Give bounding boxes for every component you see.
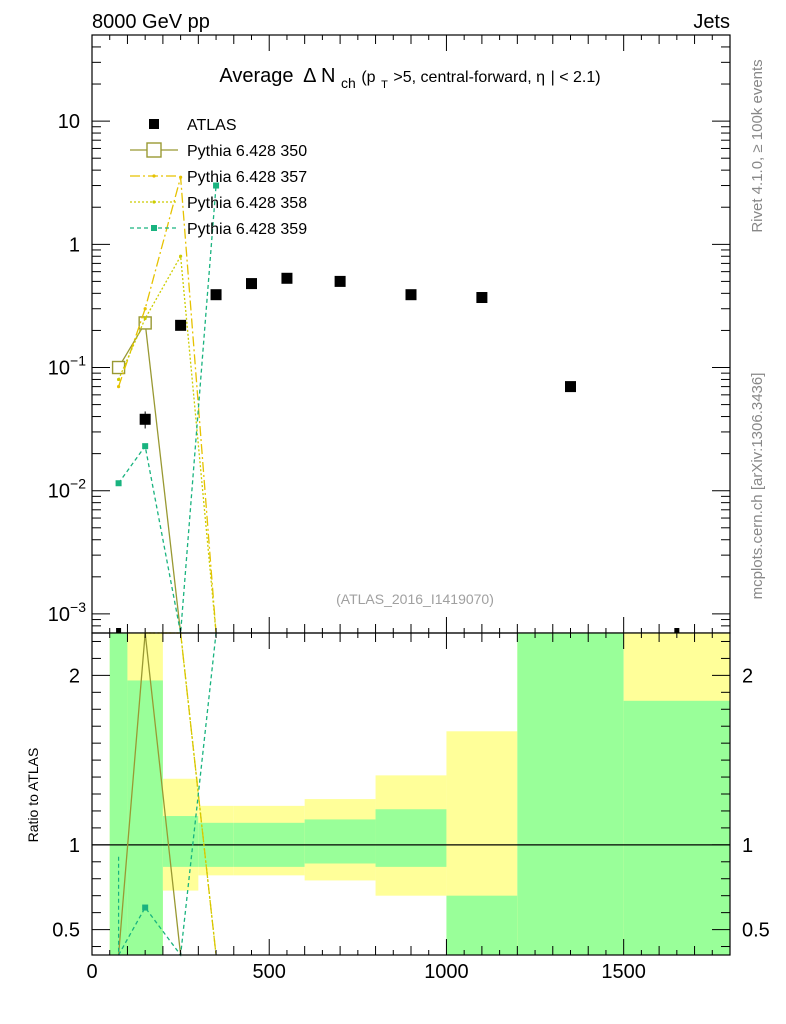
ratio-marker-359 <box>142 904 149 911</box>
series-line-3 <box>118 185 217 634</box>
legend-label-4: Pythia 6.428 359 <box>187 221 307 238</box>
series-marker-1 <box>143 307 147 311</box>
header-left: 8000 GeV pp <box>92 11 210 33</box>
ratio-band-green-1 <box>127 680 163 955</box>
atlas-point <box>565 381 576 393</box>
ratio-y-tick-label-left-0: 0.5 <box>52 920 80 942</box>
ratio-y-tick-label-left-1: 1 <box>69 835 80 857</box>
title-sub-T: T <box>381 79 388 91</box>
legend-marker-2 <box>152 174 156 178</box>
series-line-0 <box>118 320 182 634</box>
x-tick-label-3: 1500 <box>601 961 646 983</box>
series-marker-1 <box>179 175 183 179</box>
legend-marker-350 <box>146 142 162 158</box>
series-359-marker <box>142 443 149 450</box>
ratio-plot-content <box>92 632 730 957</box>
y-tick-label-4: 10 <box>58 111 80 133</box>
legend-label-0: ATLAS <box>187 117 237 134</box>
series-marker-2 <box>179 254 183 258</box>
ratio-band-green-8 <box>517 633 624 955</box>
series-marker-1 <box>116 384 121 389</box>
atlas-point <box>116 628 122 633</box>
ratio-band-green-9 <box>623 700 730 955</box>
y-tick-label-1: 10−2 <box>48 476 86 503</box>
header-right: Jets <box>693 11 730 33</box>
series-marker-2 <box>116 377 121 382</box>
series-350-marker <box>111 360 126 375</box>
atlas-point <box>476 292 488 304</box>
series-marker-2 <box>143 316 147 321</box>
series-line-1 <box>117 177 217 634</box>
rivet-label: Rivet 4.1.0, ≥ 100k events <box>749 59 766 232</box>
atlas-point <box>210 289 222 301</box>
ratio-band-green-2 <box>162 816 199 867</box>
title-rest: >5, central-forward, <box>393 69 536 86</box>
ratio-ylabel: Ratio to ATLAS <box>25 748 41 843</box>
y-tick-label-0: 10−3 <box>48 599 86 626</box>
main-ticks: 10−3 10−2 10−1 1 10 <box>48 34 731 634</box>
series-359-marker <box>115 480 122 487</box>
title-tail: | < 2.1) <box>551 69 601 86</box>
atlas-point <box>139 413 151 425</box>
ratio-ticks: 0.5 0.5 1 1 2 2 <box>52 633 770 955</box>
atlas-point <box>175 319 187 331</box>
series-359-marker <box>213 182 220 189</box>
ratio-band-green-6 <box>375 809 447 867</box>
title-eta: η <box>536 69 545 86</box>
ratio-band-green-7 <box>446 895 518 955</box>
ratio-y-tick-label-left-2: 2 <box>69 665 80 687</box>
x-tick-label-2: 1000 <box>424 961 469 983</box>
title-sub-ch: ch <box>341 75 356 91</box>
mcplots-label: mcplots.cern.ch [arXiv:1306.3436] <box>749 373 766 600</box>
main-panel: 10−3 10−2 10−1 1 10 <box>48 34 731 634</box>
atlas-point <box>246 278 257 290</box>
atlas-point <box>281 272 293 284</box>
x-tick-label-1: 500 <box>253 961 286 983</box>
y-tick-label-2: 10−1 <box>48 353 86 380</box>
title-paren: (p <box>361 69 375 86</box>
legend-marker-359 <box>151 225 157 231</box>
y-tick-label-3: 1 <box>69 234 80 256</box>
legend-marker-3 <box>152 200 156 204</box>
legend-label-3: Pythia 6.428 358 <box>187 195 307 212</box>
main-plot-content <box>111 175 680 634</box>
ratio-y-tick-label-right-1: 1 <box>742 835 753 857</box>
ratio-band-green-0 <box>109 633 128 955</box>
x-tick-label-0: 0 <box>86 961 97 983</box>
legend: ATLAS Pythia 6.428 350 Pythia 6.428 357 Pyt… <box>130 117 307 238</box>
plot-title: Average Δ N ch (p T >5, central-forward,… <box>219 65 600 93</box>
legend-marker-atlas <box>149 119 159 129</box>
atlas-point <box>334 275 346 287</box>
ratio-band-green-5 <box>304 819 376 864</box>
ratio-panel: 0.5 0.5 1 1 2 2 <box>52 632 770 957</box>
ratio-y-tick-label-right-2: 2 <box>742 665 753 687</box>
legend-label-2: Pythia 6.428 357 <box>187 169 307 186</box>
series-line-2 <box>117 254 217 634</box>
ratio-line-3 <box>118 632 217 957</box>
x-tick-labels: 0 500 1000 1500 <box>86 961 645 983</box>
legend-label-1: Pythia 6.428 350 <box>187 143 307 160</box>
title-delta: Δ N <box>303 65 335 87</box>
ratio-y-tick-label-right-0: 0.5 <box>742 920 770 942</box>
watermark: (ATLAS_2016_I1419070) <box>336 591 494 607</box>
atlas-point <box>405 289 417 301</box>
title-main: Average <box>219 65 293 87</box>
